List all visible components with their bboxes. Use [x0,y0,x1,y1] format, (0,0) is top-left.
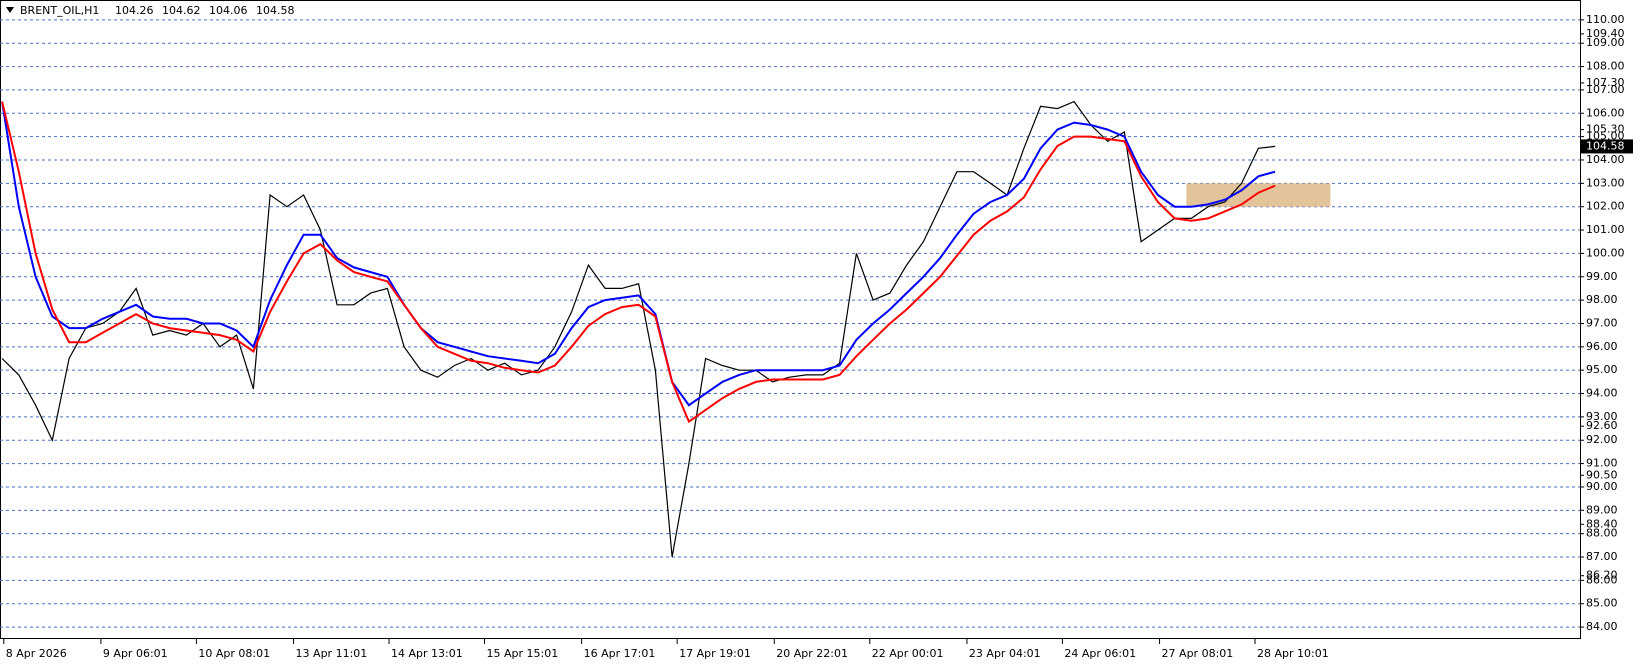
series-line [1,100,1276,558]
symbol: BRENT_OIL,H1 [20,4,99,17]
y-tick-label: 108.00 [1586,60,1625,73]
y-tick-label: 85.00 [1586,597,1618,610]
y-tick-label: 105.30 [1586,123,1625,136]
y-tick-label: 109.40 [1586,27,1625,40]
y-tick-label: 99.00 [1586,270,1618,283]
x-tick-label: 24 Apr 06:01 [1064,647,1136,660]
y-tick-label: 107.00 [1586,83,1625,96]
y-tick-label: 105.00 [1586,130,1625,143]
x-tick-label: 16 Apr 17:01 [584,647,656,660]
y-tick-label: 96.00 [1586,340,1618,353]
x-tick-label: 22 Apr 00:01 [872,647,944,660]
series-line [1,101,1276,407]
ohlc-value: 104.62 [162,4,201,17]
y-tick-label: 88.00 [1586,527,1618,540]
y-tick-label: 94.00 [1586,387,1618,400]
zone [1186,183,1331,207]
x-tick-label: 13 Apr 11:01 [296,647,368,660]
y-tick-label: 107.30 [1586,76,1625,89]
current-price-label: 104.58 [1586,139,1625,152]
x-tick-label: 23 Apr 04:01 [969,647,1041,660]
y-tick-label: 92.60 [1586,419,1618,432]
y-tick-label: 102.00 [1586,200,1625,213]
y-tick-label: 109.00 [1586,36,1625,49]
x-tick-label: 27 Apr 08:01 [1162,647,1234,660]
x-tick-label: 28 Apr 10:01 [1257,647,1329,660]
y-tick-label: 86.20 [1586,569,1618,582]
y-tick-label: 87.00 [1586,550,1618,563]
current-price-box [1581,139,1633,154]
series-line [1,101,1276,424]
x-tick-label: 20 Apr 22:01 [776,647,848,660]
x-tick-label: 8 Apr 2026 [6,647,67,660]
y-tick-label: 93.00 [1586,410,1618,423]
y-tick-label: 100.00 [1586,246,1625,259]
ohlc-value: 104.06 [209,4,248,17]
x-tick-label: 9 Apr 06:01 [103,647,168,660]
x-tick-label: 14 Apr 13:01 [391,647,463,660]
y-tick-label: 90.50 [1586,468,1618,481]
y-tick-label: 89.00 [1586,503,1618,516]
y-tick-label: 110.00 [1586,13,1625,26]
y-tick-label: 101.00 [1586,223,1625,236]
y-tick-label: 103.00 [1586,176,1625,189]
y-tick-label: 98.00 [1586,293,1618,306]
y-tick-label: 90.00 [1586,480,1618,493]
y-tick-label: 95.00 [1586,363,1618,376]
y-tick-label: 86.00 [1586,573,1618,586]
y-tick-label: 88.40 [1586,517,1618,530]
y-tick-label: 92.00 [1586,433,1618,446]
x-tick-label: 15 Apr 15:01 [487,647,559,660]
y-tick-label: 84.00 [1586,620,1618,633]
y-tick-label: 91.00 [1586,457,1618,470]
y-tick-label: 106.00 [1586,106,1625,119]
y-tick-label: 97.00 [1586,316,1618,329]
x-tick-label: 10 Apr 08:01 [198,647,270,660]
menu-arrow [6,7,14,13]
ohlc-value: 104.26 [115,4,154,17]
plot-frame [0,0,1581,639]
ohlc-value: 104.58 [256,4,295,17]
x-tick-label: 17 Apr 19:01 [679,647,751,660]
y-tick-label: 104.00 [1586,153,1625,166]
